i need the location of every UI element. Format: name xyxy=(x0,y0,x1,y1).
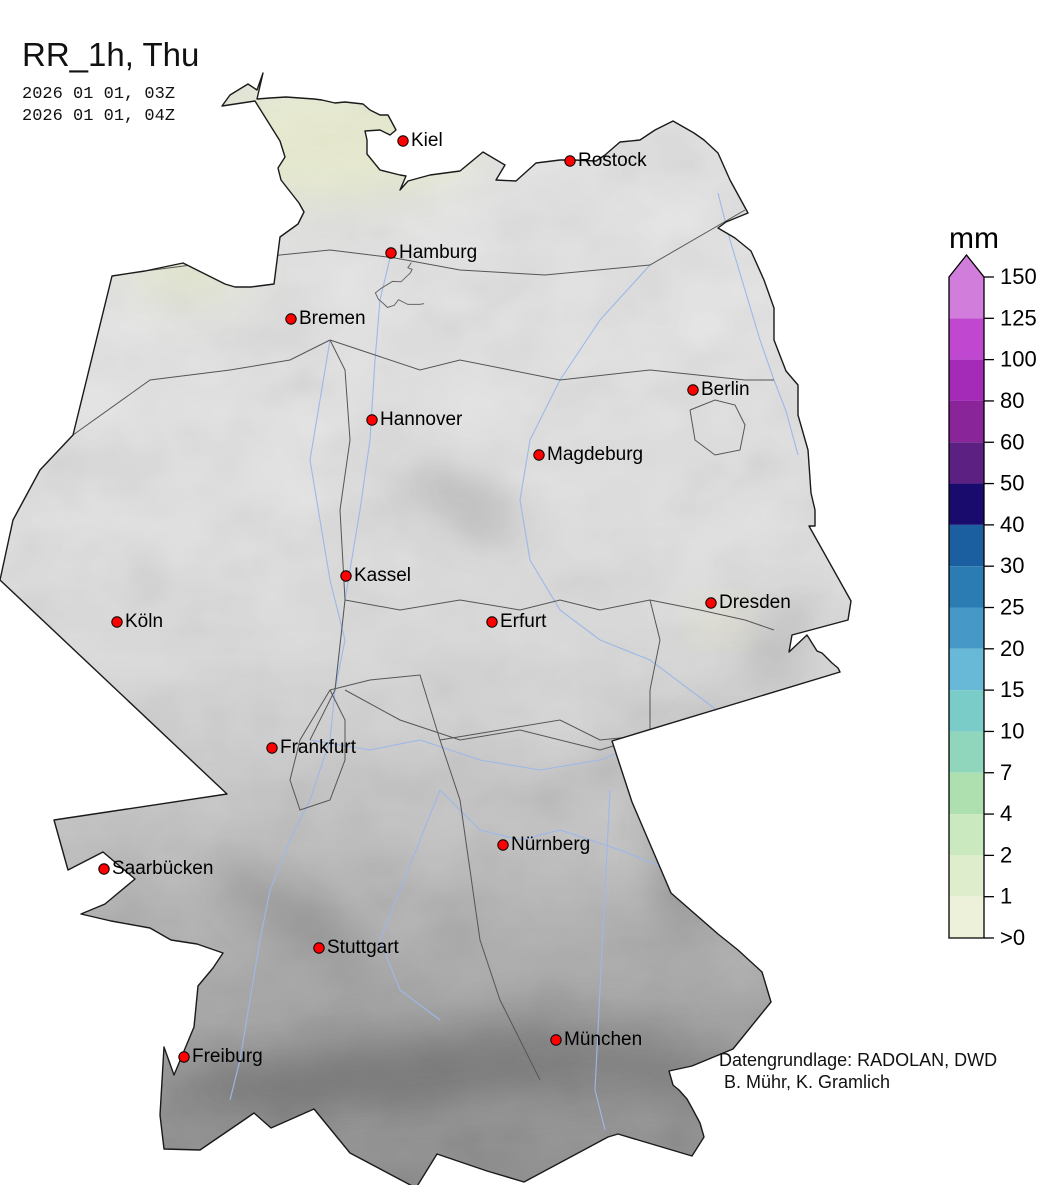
svg-text:Köln: Köln xyxy=(125,611,163,632)
svg-text:100: 100 xyxy=(1000,347,1037,372)
svg-text:125: 125 xyxy=(1000,305,1037,330)
svg-text:München: München xyxy=(564,1029,642,1050)
svg-text:30: 30 xyxy=(1000,553,1024,578)
svg-text:1: 1 xyxy=(1000,884,1012,909)
svg-text:Nürnberg: Nürnberg xyxy=(511,834,590,855)
svg-text:>0: >0 xyxy=(1000,925,1025,950)
svg-text:Rostock: Rostock xyxy=(578,150,647,171)
svg-text:25: 25 xyxy=(1000,595,1024,620)
svg-text:mm: mm xyxy=(949,222,999,255)
svg-text:Erfurt: Erfurt xyxy=(500,611,547,632)
svg-text:15: 15 xyxy=(1000,677,1024,702)
svg-text:Kassel: Kassel xyxy=(354,565,411,586)
svg-text:Kiel: Kiel xyxy=(411,130,443,151)
svg-text:Hamburg: Hamburg xyxy=(399,242,477,263)
svg-text:40: 40 xyxy=(1000,512,1024,537)
svg-text:50: 50 xyxy=(1000,471,1024,496)
svg-text:4: 4 xyxy=(1000,801,1012,826)
svg-text:Bremen: Bremen xyxy=(299,308,366,329)
svg-text:20: 20 xyxy=(1000,636,1024,661)
svg-text:2: 2 xyxy=(1000,842,1012,867)
svg-text:Hannover: Hannover xyxy=(380,409,463,430)
svg-text:Magdeburg: Magdeburg xyxy=(547,444,643,465)
svg-text:60: 60 xyxy=(1000,429,1024,454)
svg-text:Saarbücken: Saarbücken xyxy=(112,858,213,879)
svg-text:Berlin: Berlin xyxy=(701,379,750,400)
svg-text:Stuttgart: Stuttgart xyxy=(327,937,400,958)
svg-text:80: 80 xyxy=(1000,388,1024,413)
svg-text:150: 150 xyxy=(1000,264,1037,289)
svg-text:10: 10 xyxy=(1000,718,1024,743)
svg-text:7: 7 xyxy=(1000,760,1012,785)
svg-text:Frankfurt: Frankfurt xyxy=(280,737,357,758)
svg-text:Freiburg: Freiburg xyxy=(192,1046,263,1067)
svg-text:Dresden: Dresden xyxy=(719,592,791,613)
